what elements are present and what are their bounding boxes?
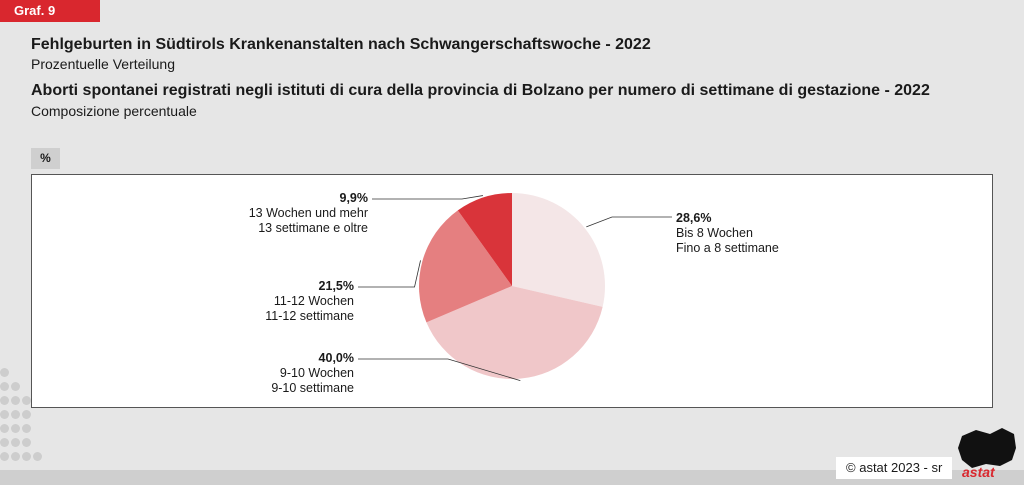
slice-label-3: 9,9% 13 Wochen und mehr 13 settimane e o… — [192, 191, 368, 236]
chart-subtitle-italian: Composizione percentuale — [31, 103, 197, 119]
chart-title-german: Fehlgeburten in Südtirols Krankenanstalt… — [31, 36, 651, 53]
chart-subtitle-german: Prozentuelle Verteilung — [31, 56, 175, 72]
slice-name-de-2: 11-12 Wochen — [273, 294, 354, 308]
decor-dot — [11, 424, 20, 433]
leader-line-0 — [586, 216, 672, 228]
decor-dot — [0, 368, 9, 377]
pie-slice-3 — [457, 193, 512, 286]
decor-dot — [11, 452, 20, 461]
decor-dot — [0, 410, 9, 419]
copyright-text: astat 2023 - sr — [859, 460, 943, 475]
slice-name-it-2: 11-12 settimane — [265, 309, 354, 323]
leader-line-2 — [358, 260, 421, 288]
chart-panel: 28,6% Bis 8 Wochen Fino a 8 settimane 40… — [31, 174, 993, 408]
slice-name-de-3: 13 Wochen und mehr — [248, 206, 368, 220]
slice-name-it-1: 9-10 settimane — [271, 381, 354, 395]
chart-title-italian: Aborti spontanei registrati negli istitu… — [31, 82, 930, 99]
decor-dot — [0, 396, 9, 405]
slice-name-it-0: Fino a 8 settimane — [676, 241, 779, 255]
copyright-notice: © astat 2023 - sr — [836, 457, 953, 479]
decor-dot — [22, 410, 31, 419]
slice-name-de-1: 9-10 Wochen — [279, 366, 354, 380]
decor-dot — [22, 438, 31, 447]
slice-percent-0: 28,6% — [676, 211, 712, 225]
decor-dot — [0, 424, 9, 433]
leader-line-3 — [372, 195, 483, 200]
chart-number-badge: Graf. 9 — [0, 0, 100, 22]
slice-label-1: 40,0% 9-10 Wochen 9-10 settimane — [192, 351, 354, 396]
decor-dot — [33, 452, 42, 461]
pie-slice-0 — [512, 193, 605, 307]
decor-dot — [0, 382, 9, 391]
copyright-icon: © — [846, 460, 856, 475]
decor-dot — [0, 438, 9, 447]
slice-percent-3: 9,9% — [339, 191, 369, 205]
slice-percent-1: 40,0% — [318, 351, 354, 365]
decorative-dots — [0, 368, 42, 478]
decor-dot — [22, 396, 31, 405]
slice-name-de-0: Bis 8 Wochen — [676, 226, 753, 240]
decor-dot — [11, 410, 20, 419]
pie-chart — [358, 193, 672, 382]
slice-percent-2: 21,5% — [318, 279, 354, 293]
pie-slice-2 — [419, 210, 512, 323]
decor-dot — [22, 424, 31, 433]
decor-dot — [11, 382, 20, 391]
astat-logo-icon — [958, 428, 1016, 468]
footer-bar — [0, 470, 1024, 485]
slice-label-0: 28,6% Bis 8 Wochen Fino a 8 settimane — [676, 211, 779, 256]
slice-label-2: 21,5% 11-12 Wochen 11-12 settimane — [192, 279, 354, 324]
leader-line-1 — [358, 358, 521, 382]
slice-name-it-3: 13 settimane e oltre — [258, 221, 368, 235]
decor-dot — [11, 438, 20, 447]
decor-dot — [22, 452, 31, 461]
decor-dot — [11, 396, 20, 405]
logo-text: astat — [962, 464, 995, 480]
decor-dot — [0, 452, 9, 461]
pie-slice-1 — [426, 286, 603, 379]
unit-label: % — [31, 148, 60, 169]
